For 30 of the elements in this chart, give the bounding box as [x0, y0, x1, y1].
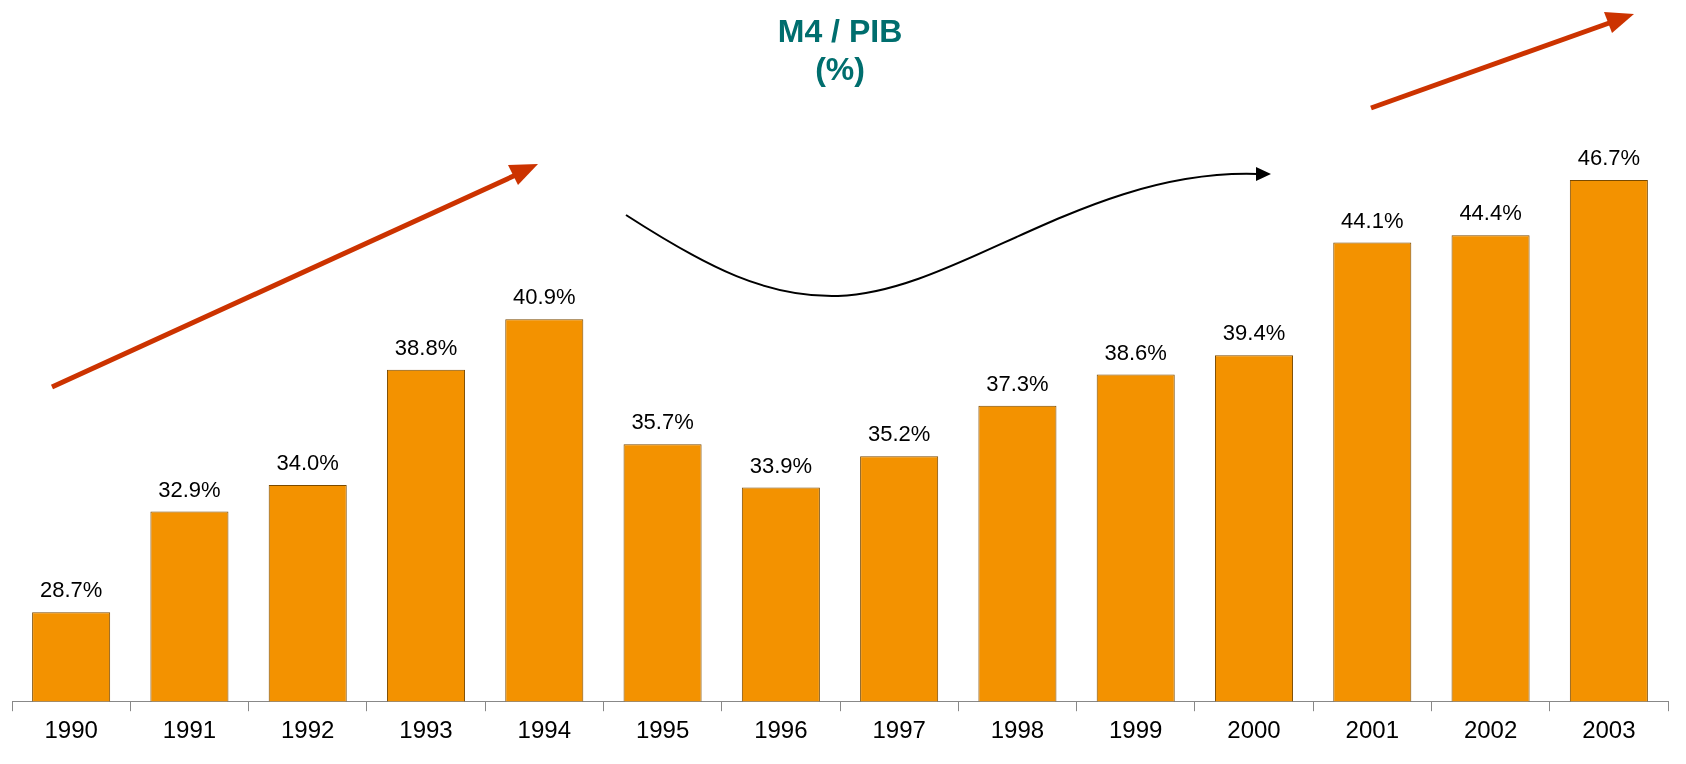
- chart-subtitle: (%): [815, 51, 865, 88]
- data-label: 38.6%: [1104, 339, 1167, 365]
- data-label: 37.3%: [986, 370, 1049, 396]
- chart-title: M4 / PIB: [777, 13, 903, 50]
- data-label: 40.9%: [513, 284, 576, 310]
- x-tick-label: 2001: [1345, 716, 1399, 744]
- x-tick-label: 1999: [1109, 716, 1163, 744]
- x-tick-label: 1996: [754, 716, 808, 744]
- x-tick-label: 1992: [281, 716, 335, 744]
- x-tick-label: 1998: [990, 716, 1045, 744]
- data-label: 32.9%: [158, 476, 221, 502]
- data-label: 34.0%: [276, 450, 339, 476]
- x-tick-label: 2003: [1582, 716, 1636, 744]
- data-label: 46.7%: [1577, 145, 1641, 171]
- x-tick-label: 1993: [399, 716, 453, 744]
- data-label: 38.8%: [394, 334, 458, 360]
- data-label: 33.9%: [749, 452, 813, 478]
- x-tick-label: 1995: [635, 716, 690, 744]
- x-tick-label: 1990: [44, 716, 98, 744]
- x-tick-label: 1991: [162, 716, 217, 744]
- x-tick-label: 1994: [517, 716, 571, 744]
- x-tick-label: 2002: [1463, 716, 1518, 744]
- x-tick-label: 1997: [872, 716, 926, 744]
- data-label: 44.4%: [1459, 200, 1522, 226]
- x-tick-label: 2000: [1227, 716, 1281, 744]
- data-label: 44.1%: [1341, 207, 1404, 233]
- data-label: 35.7%: [631, 409, 694, 435]
- data-label: 39.4%: [1222, 320, 1286, 346]
- data-label: 35.2%: [867, 421, 931, 447]
- data-label: 28.7%: [39, 577, 103, 603]
